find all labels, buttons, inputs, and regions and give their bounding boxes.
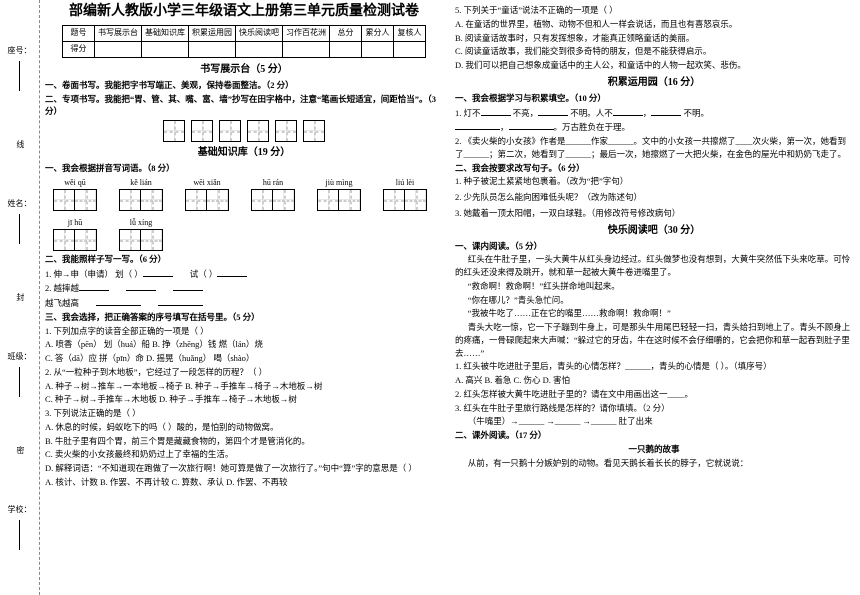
section-2-title: 基础知识库（19 分） <box>45 145 443 161</box>
q4-1: 一、课内阅读。（5 分） <box>455 240 853 253</box>
q5a: A. 在童话的世界里，植物、动物不但和人一样会说话，而且也有喜怒哀乐。 <box>455 18 853 31</box>
q2-1: 一、我会根据拼音写词语。（8 分） <box>45 162 443 175</box>
cut-line-label-2: 封 <box>13 293 26 301</box>
para5: 青头大吃一惊，它一下子蹦到牛身上，可是那头牛用尾巴轻轻一扫，青头给扫到地上了。青… <box>455 321 853 359</box>
q3-1a: 1. 灯不 不亮， 不明。人不， 不明。 <box>455 106 853 120</box>
q2-3-1a: A. 喷香（pēn） 划（huá）船 B. 挣（zhēng）钱 燃（lán）烧 <box>45 338 443 351</box>
q3-1a5: ，。万古胜负在于理。 <box>455 120 853 134</box>
q4-2: 二、课外阅读。（17 分） <box>455 429 853 442</box>
cut-line-label-1: 密 <box>13 446 26 454</box>
q2-3-2a: A. 种子→树→推车→一本地板→椅子 B. 种子→手推车→椅子→木地板→树 <box>45 380 443 393</box>
q2-3-3b: B. 牛肚子里有四个胃，前三个胃是藏藏食物的，第四个才是管消化的。 <box>45 435 443 448</box>
q2-3: 三、我会选择，把正确答案的序号填写在括号里。（5 分） <box>45 311 443 324</box>
exam-title: 部编新人教版小学三年级语文上册第三单元质量检测试卷 <box>45 3 443 21</box>
q4-1-2: 2. 红头怎样被大黄牛吃进肚子里的？请在文中用画出这一____。 <box>455 388 853 401</box>
binding-class: 班级： <box>8 351 32 398</box>
q2-3-3a: A. 休息的时候，蚂蚁吃下的吗（ ）酸的，是怕别的动物做窝。 <box>45 421 443 434</box>
story-title: 一只鹅的故事 <box>455 443 853 456</box>
q1-2: 二、专项书写。我能把“胃、管、其、嘴、富、墙”抄写在田字格中，注意“笔画长短适宜… <box>45 93 443 119</box>
q3-2c: 3. 她戴着一顶太阳帽，一双白球鞋。（用修改符号修改病句） <box>455 207 853 220</box>
section-4-title: 快乐阅读吧（30 分） <box>455 223 853 239</box>
q2-3-1b: C. 答（dā）应 拼（pīn）命 D. 摇晃（huǎng） 喝（shào） <box>45 352 443 365</box>
q4-1-3: 3. 红头在牛肚子里旅行路线是怎样的？请你填填。（2 分） <box>455 402 853 415</box>
tianzige-row <box>45 120 443 142</box>
section-3-title: 积累运用园（16 分） <box>455 75 853 91</box>
q2-2a: 1. 伸→申（申请） 划（ ） 试（ ） <box>45 267 443 281</box>
q5c: C. 阅读童话故事，我们能交到很多奇特的朋友，但是不能获得启示。 <box>455 45 853 58</box>
section-1-title: 书写展示台（5 分） <box>45 62 443 78</box>
pinyin-grid: wěi qū kě lián wēi xiǎn hū rán jiù mìng … <box>53 177 435 251</box>
q2-3-3c: C. 卖火柴的小女孩最终和奶奶过上了幸福的生活。 <box>45 448 443 461</box>
binding-margin: 座号： 线 姓名： 封 班级： 密 学校： <box>0 0 40 595</box>
cut-line-label-3: 线 <box>13 140 26 148</box>
left-column: 部编新人教版小学三年级语文上册第三单元质量检测试卷 题号 书写展示台 基础知识库… <box>45 3 443 490</box>
right-column: 5. 下列关于“童话”说法不正确的一项是（ ） A. 在童话的世界里，植物、动物… <box>455 3 853 490</box>
q5d: D. 我们可以把自己想象成童话中的主人公，和童话中的人物一起欢笑、悲伤。 <box>455 59 853 72</box>
q2-2: 二、我能照样子写一写。（6 分） <box>45 253 443 266</box>
q3-2: 二、我会按要求改写句子。（6 分） <box>455 162 853 175</box>
q2-3-2b: C. 种子→树→手推车→木地板 D. 种子→手推车→椅子→木地板→树 <box>45 393 443 406</box>
binding-name: 姓名： <box>8 198 32 245</box>
q4-1-3a: （牛嘴里）→______ →______ →______ 肚了出来 <box>455 415 853 428</box>
q1-1: 一、卷面书写。我能把字书写端正、美观，保持卷面整洁。（2 分） <box>45 79 443 92</box>
para3: “你在哪儿？”青头急忙问。 <box>455 294 853 307</box>
q4-1-1: 1. 红头被牛吃进肚子里后，青头的心情怎样？______，青头的心情是（ ）。（… <box>455 360 853 373</box>
q2-2c: 越飞越高 <box>45 296 443 310</box>
binding-seat: 座号： <box>8 45 32 92</box>
page: 部编新人教版小学三年级语文上册第三单元质量检测试卷 题号 书写展示台 基础知识库… <box>45 3 855 490</box>
binding-school: 学校： <box>8 504 32 551</box>
q5b: B. 阅读童话故事时，只有发挥想象，才能真正领略童话的美丽。 <box>455 32 853 45</box>
q2-3-4a: A. 核计、计数 B. 作罢、不再计较 C. 算数、承认 D. 作罢、不再较 <box>45 476 443 489</box>
q3-2a: 1. 种子被泥土紧紧地包裹着。（改为“把”字句） <box>455 175 853 188</box>
para1: 红头在牛肚子里，一头大黄牛从红头身边经过。红头做梦也没有想到，大黄牛突然低下头来… <box>455 253 853 279</box>
q3-1b: 2. 《卖火柴的小女孩》作者是______作家______。文中的小女孩一共擦燃… <box>455 135 853 161</box>
q4-1-1opts: A. 高兴 B. 着急 C. 伤心 D. 害怕 <box>455 374 853 387</box>
para4: “我被牛吃了……正在它的嘴里……救命啊！救命啊！” <box>455 307 853 320</box>
q3-1: 一、我会根据学习与积累填空。（10 分） <box>455 92 853 105</box>
story-p1: 从前，有一只鹅十分嫉妒别的动物。看见天鹅长着长长的脖子，它就说说： <box>455 457 853 470</box>
q5: 5. 下列关于“童话”说法不正确的一项是（ ） <box>455 4 853 17</box>
q2-3-2: 2. 从“一粒种子到木地板”，它经过了一段怎样的历程？（ ） <box>45 366 443 379</box>
q2-3-3d: D. 解释词语：“不知道现在跑做了一次旅行啊！她可算是做了一次旅行了。”句中“算… <box>45 462 443 475</box>
score-table: 题号 书写展示台 基础知识库 积累运用园 快乐阅读吧 习作百花洲 总分 累分人 … <box>62 25 426 58</box>
q2-3-1: 1. 下列加点字的读音全部正确的一项是（ ） <box>45 325 443 338</box>
q2-2b: 2. 越摔越 <box>45 281 443 295</box>
q2-3-3: 3. 下列说法正确的是（ ） <box>45 407 443 420</box>
q3-2b: 2. 少先队员怎么能向困难低头呢？（改为陈述句） <box>455 191 853 204</box>
para2: “救命啊！救命啊！”红头拼命地叫起来。 <box>455 280 853 293</box>
